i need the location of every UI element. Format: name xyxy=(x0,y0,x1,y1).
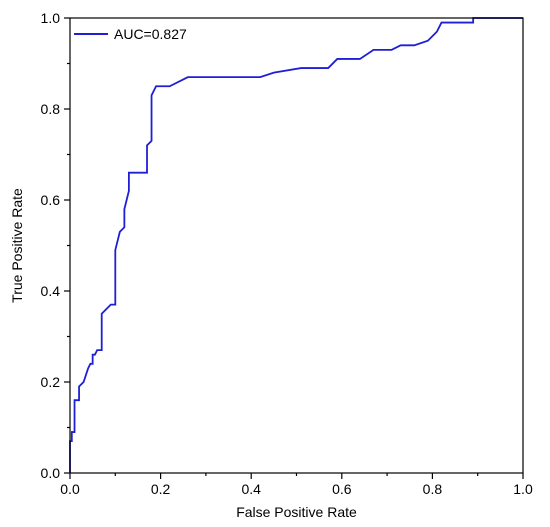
series-layer xyxy=(69,17,523,473)
y-tick-label: 1.0 xyxy=(41,10,61,26)
x-axis-title: False Positive Rate xyxy=(236,504,357,520)
x-tick-label: 1.0 xyxy=(513,481,533,497)
y-tick-label: 0.0 xyxy=(41,465,61,481)
x-tick-label: 0.4 xyxy=(241,481,261,497)
legend-label: AUC=0.827 xyxy=(114,26,187,42)
legend: AUC=0.827 xyxy=(74,26,187,42)
x-tick-label: 0.8 xyxy=(423,481,443,497)
x-tick-label: 0.2 xyxy=(151,481,171,497)
x-tick-label: 0.6 xyxy=(332,481,352,497)
y-tick-label: 0.4 xyxy=(41,283,61,299)
plot-frame xyxy=(69,17,524,474)
y-tick-label: 0.2 xyxy=(41,374,61,390)
x-tick-label: 0.0 xyxy=(60,481,80,497)
roc-curve-line xyxy=(69,17,523,473)
labels-layer: 0.0 0.2 0.4 0.6 0.8 1.0 0.0 0.2 0.4 0.6 0.8 1.0 xyxy=(41,10,533,497)
y-tick-label: 0.6 xyxy=(41,192,61,208)
y-tick-label: 0.8 xyxy=(41,101,61,117)
y-axis-title: True Positive Rate xyxy=(9,188,25,303)
